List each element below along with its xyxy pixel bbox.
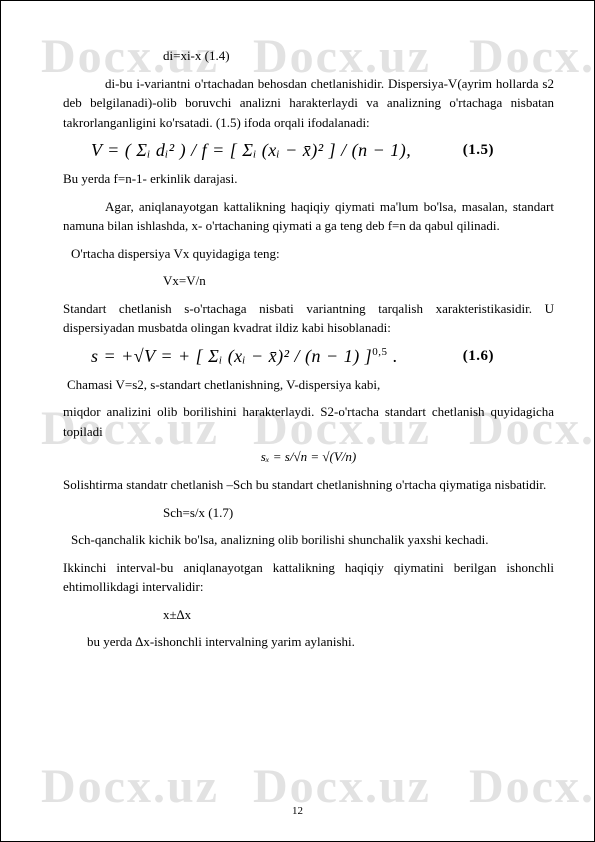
document-content: di=xi-x (1.4) di-bu i-variantni o'rtacha… <box>63 46 554 660</box>
paragraph-sch-small: Sch-qanchalik kichik bo'lsa, analizning … <box>63 530 554 550</box>
formula-1-6: s = +√V = + [ Σᵢ (xᵢ − x̄)² / (n − 1) ]0… <box>91 346 554 367</box>
equation-1-4: di=xi-x (1.4) <box>63 46 554 66</box>
paragraph-std-dev: Standart chetlanish s-o'rtachaga nisbati… <box>63 299 554 338</box>
formula-1-6-expr: s = +√V = + [ Σᵢ (xᵢ − x̄)² / (n − 1) ]0… <box>91 346 397 367</box>
equation-vx: Vx=V/n <box>63 271 554 291</box>
paragraph-avg-dispersion: O'rtacha dispersiya Vx quyidagiga teng: <box>63 244 554 264</box>
equation-sx: sₓ = s/√n = √(V/n) <box>63 449 554 465</box>
paragraph-definition: di-bu i-variantni o'rtachadan behosdan c… <box>63 74 554 133</box>
paragraph-known-value: Agar, aniqlanayotgan kattalikning haqiqi… <box>63 197 554 236</box>
formula-1-5-expr: V = ( Σᵢ dᵢ² ) / f = [ Σᵢ (xᵢ − x̄)² ] /… <box>91 140 411 161</box>
formula-1-5: V = ( Σᵢ dᵢ² ) / f = [ Σᵢ (xᵢ − x̄)² ] /… <box>91 140 554 161</box>
paragraph-relative-std: Solishtirma standatr chetlanish –Sch bu … <box>63 475 554 495</box>
formula-1-5-number: (1.5) <box>463 142 494 159</box>
page-number: 12 <box>1 805 594 817</box>
paragraph-delta-x: bu yerda ∆x-ishonchli intervalning yarim… <box>63 632 554 652</box>
paragraph-interval: Ikkinchi interval-bu aniqlanayotgan katt… <box>63 558 554 597</box>
equation-interval: x±∆x <box>63 605 554 625</box>
paragraph-freedom: Bu yerda f=n-1- erkinlik darajasi. <box>63 169 554 189</box>
paragraph-s2: miqdor analizini olib borilishini harakt… <box>63 402 554 441</box>
formula-1-6-number: (1.6) <box>463 348 494 365</box>
paragraph-chamasi: Chamasi V=s2, s-standart chetlanishning,… <box>63 375 554 395</box>
equation-1-7: Sch=s/x (1.7) <box>63 503 554 523</box>
